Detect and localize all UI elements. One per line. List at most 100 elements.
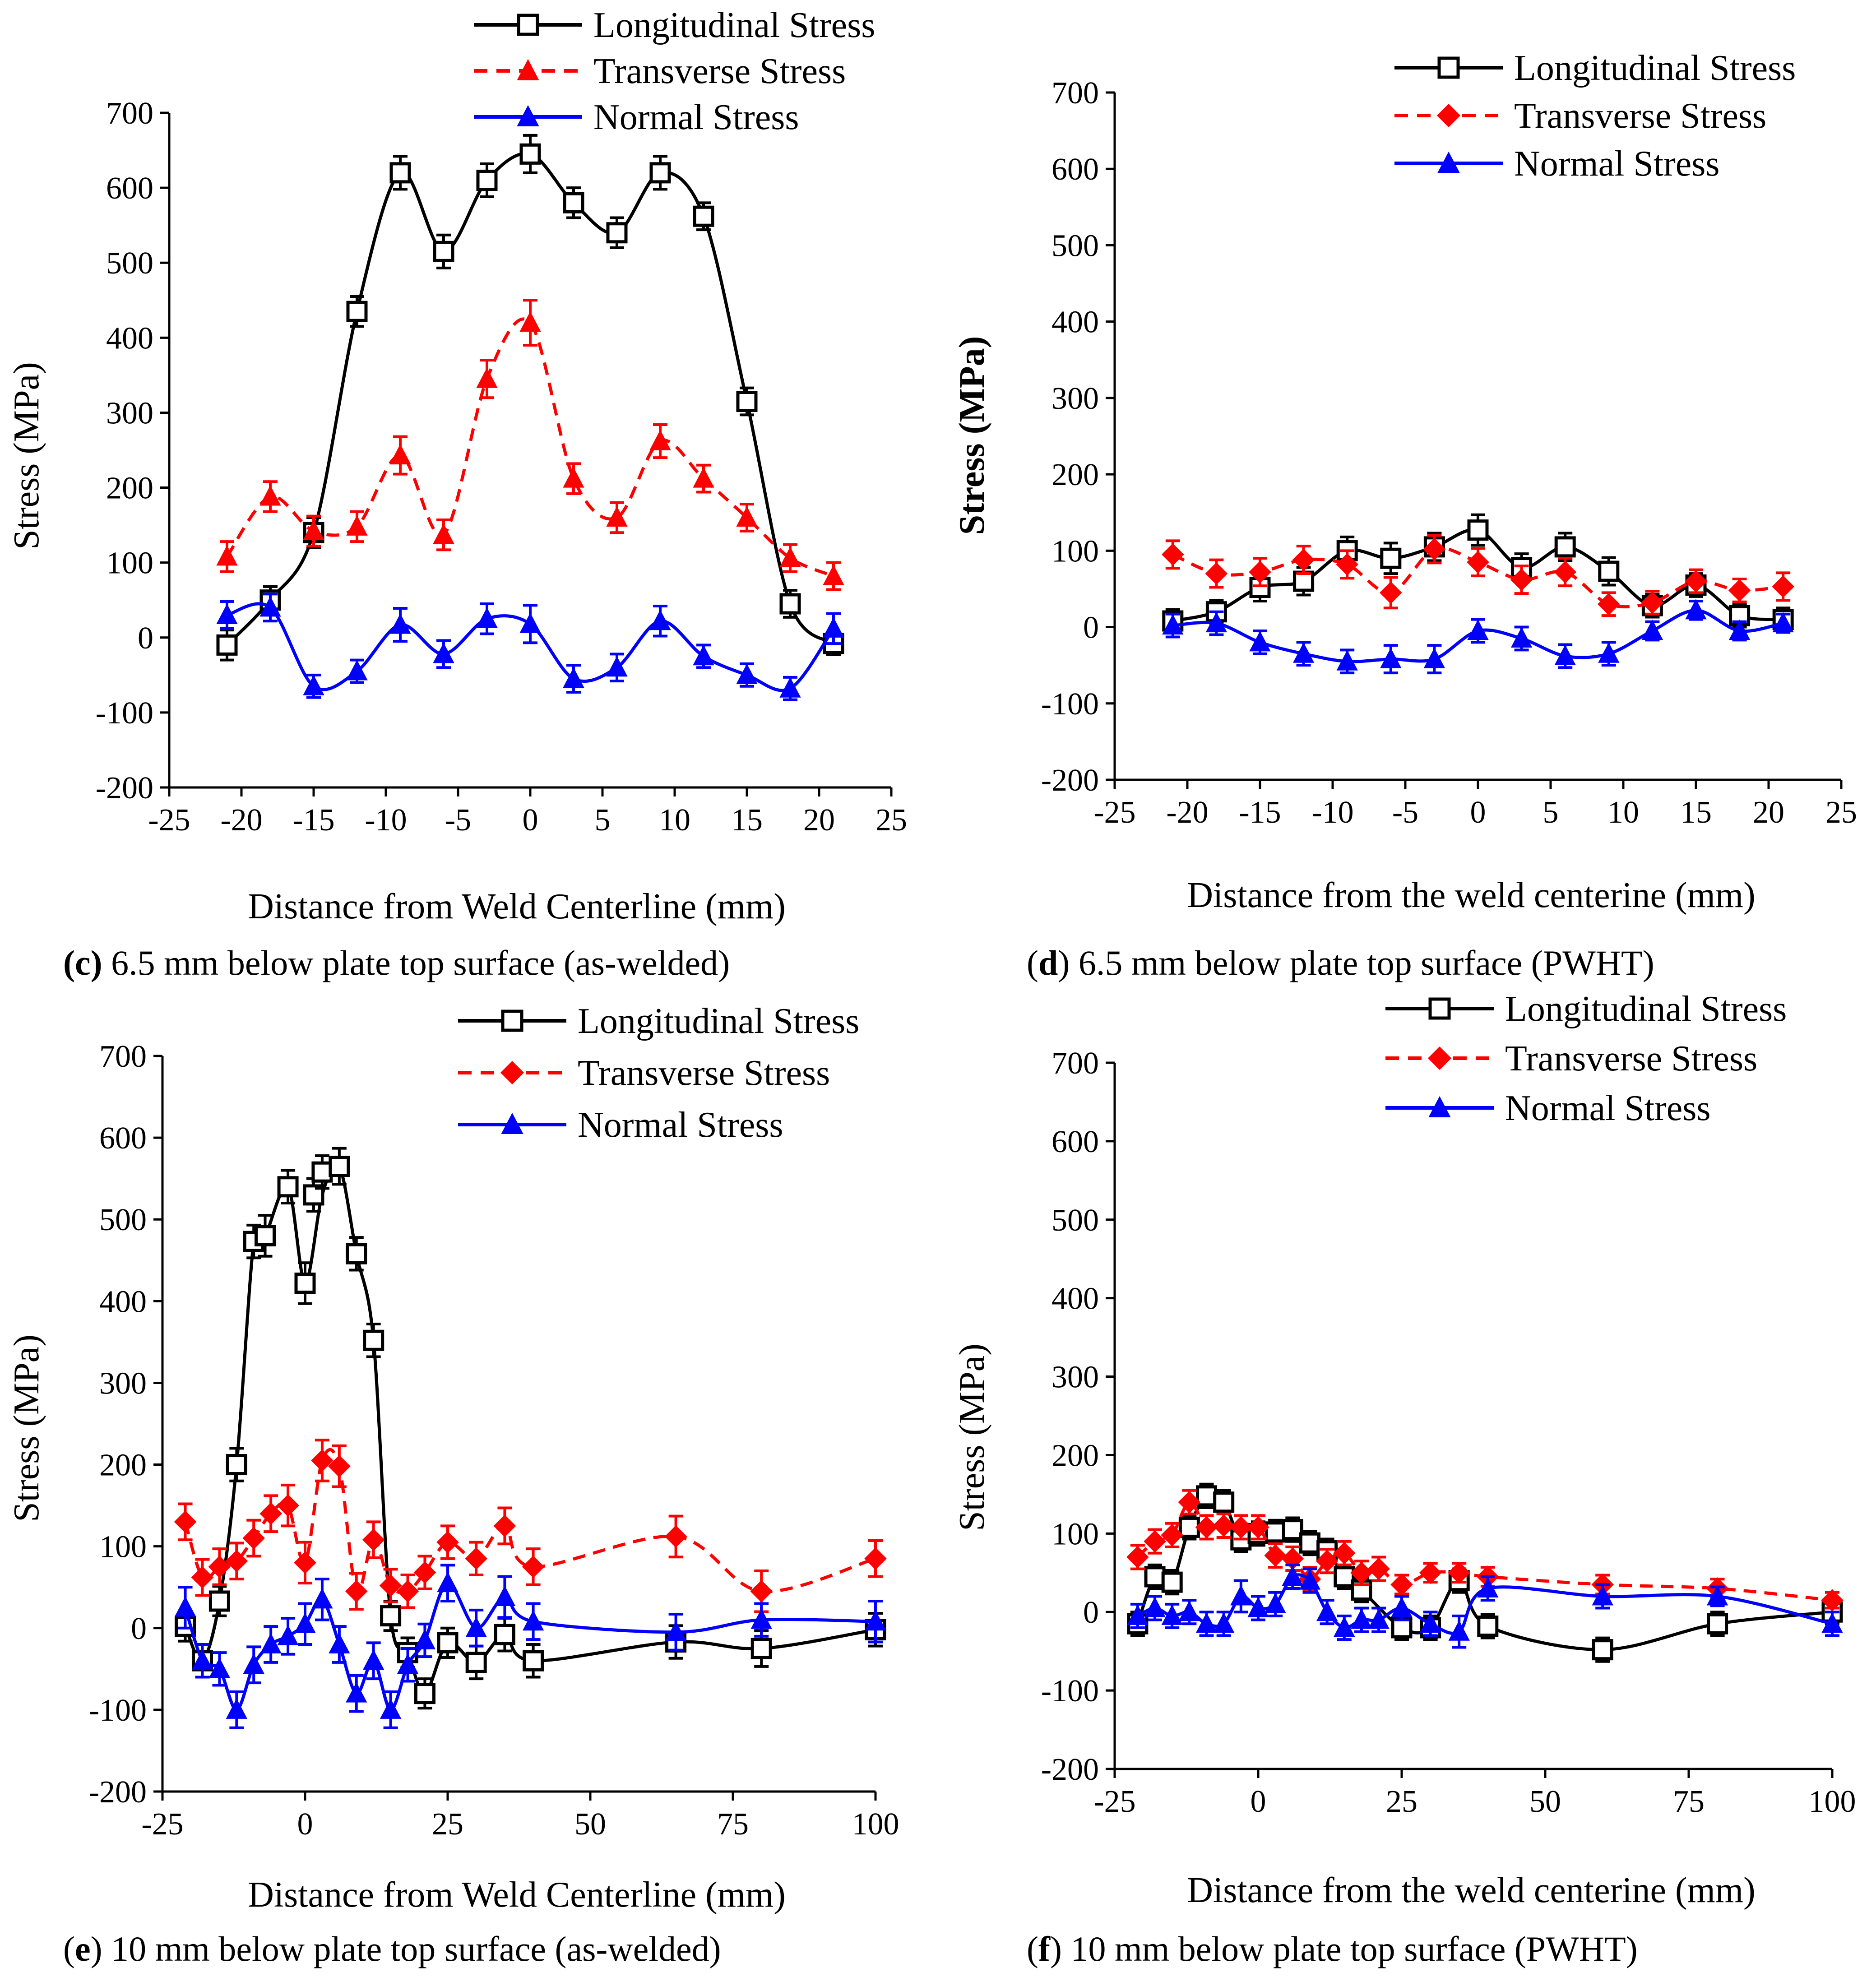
x-tick-label: -25 [1093,1784,1135,1819]
marker-triangle [389,444,411,465]
caption-text: 10 mm below plate top surface (PWHT) [1062,1929,1638,1968]
y-tick-label: 0 [138,621,153,656]
marker-triangle [329,1633,350,1653]
marker-triangle [1448,1620,1470,1641]
y-tick-label: 300 [1051,381,1099,416]
x-axis-label: Distance from Weld Centerline (mm) [248,1875,786,1915]
marker-triangle [1144,1597,1166,1617]
marker-diamond [1436,103,1461,128]
marker-triangle [1685,599,1707,620]
marker-diamond [328,1455,351,1477]
marker-triangle [174,1596,196,1617]
marker-diamond [1427,1046,1452,1070]
marker-square [255,1225,276,1246]
y-tick-label: -200 [1041,1752,1099,1787]
x-tick-label: -5 [1392,795,1418,830]
marker-diamond [1249,560,1271,583]
marker-square [606,222,628,244]
marker-triangle [1230,1585,1252,1606]
marker-square [693,205,714,227]
marker-diamond [465,1547,487,1570]
marker-diamond [493,1514,516,1537]
legend: Longitudinal Stress Transverse Stress Norm… [1385,989,1787,1128]
caption-letter: d [1038,943,1058,982]
marker-square [363,1329,384,1351]
marker-triangle [346,1682,367,1703]
marker-triangle [1706,1585,1728,1606]
marker-diamond [1510,568,1533,591]
marker-square [311,1161,333,1183]
marker-diamond [1292,548,1315,571]
marker-square [1161,1571,1183,1593]
marker-diamond [242,1527,265,1550]
marker-diamond [1195,1516,1218,1539]
y-tick-label: 100 [106,546,153,581]
marker-diamond [311,1449,334,1472]
series-transverse [1162,534,1794,617]
marker-diamond [1423,538,1446,560]
legend-label-longitudinal: Longitudinal Stress [1514,48,1796,88]
panel-caption: (e) 10 mm below plate top surface (as-we… [63,1929,721,1968]
x-tick-label: 10 [659,803,690,838]
marker-diamond [1380,581,1402,604]
marker-diamond [1162,543,1184,566]
marker-diamond [225,1550,248,1573]
y-tick-label: 300 [99,1366,147,1401]
legend-label-transverse: Transverse Stress [1514,96,1766,136]
legend-label-longitudinal: Longitudinal Stress [593,5,875,45]
marker-triangle [208,1658,231,1678]
marker-triangle [380,1698,402,1719]
marker-square [563,192,584,213]
marker-triangle [294,1612,316,1633]
marker-square [1265,1521,1286,1543]
y-tick-label: 700 [106,96,153,131]
x-tick-label: -20 [220,803,262,838]
legend-label-normal: Normal Stress [1505,1088,1711,1128]
marker-triangle [1772,611,1794,633]
legend-label-normal: Normal Stress [593,97,799,137]
marker-triangle [1162,614,1184,635]
marker-triangle [1316,1601,1338,1621]
marker-triangle [1467,619,1489,640]
panel-caption: (f) 10 mm below plate top surface (PWHT) [1027,1929,1638,1968]
marker-square [1467,519,1489,541]
y-tick-label: 700 [1051,1046,1099,1081]
marker-triangle [736,663,758,684]
y-tick-label: -100 [96,696,153,731]
x-tick-label: 25 [1386,1784,1417,1819]
marker-diamond [1205,562,1228,585]
y-axis-label: Stress (MPa) [952,336,992,535]
x-axis-label: Distance from Weld Centerline (mm) [248,887,786,926]
marker-diamond [259,1502,282,1525]
marker-triangle [865,1610,886,1631]
marker-triangle [363,1649,384,1670]
y-tick-label: -200 [96,771,153,806]
marker-triangle [303,675,324,695]
marker-diamond [1641,591,1664,614]
marker-triangle [1437,151,1460,173]
marker-diamond [1367,1557,1390,1580]
marker-triangle [346,660,368,681]
legend-label-normal: Normal Stress [1514,144,1720,184]
marker-diamond [1390,1573,1413,1596]
x-tick-label: -25 [1093,795,1135,830]
marker-square [523,1650,544,1671]
marker-triangle [519,612,541,633]
marker-triangle [779,546,801,567]
y-tick-label: 100 [1051,534,1099,569]
marker-triangle [1351,1608,1372,1629]
marker-diamond [1685,570,1707,593]
y-tick-label: -200 [89,1775,147,1810]
marker-triangle [1477,1577,1499,1598]
marker-triangle [433,523,454,544]
marker-triangle [1282,1565,1303,1586]
caption-letter: e [75,1929,91,1968]
marker-square [414,1683,435,1704]
x-tick-label: -15 [1239,795,1281,830]
marker-diamond [750,1580,773,1603]
marker-diamond [1161,1524,1183,1546]
marker-square [1477,1616,1499,1637]
y-tick-label: 0 [131,1611,147,1646]
marker-triangle [346,515,368,536]
y-tick-label: -100 [89,1693,147,1728]
